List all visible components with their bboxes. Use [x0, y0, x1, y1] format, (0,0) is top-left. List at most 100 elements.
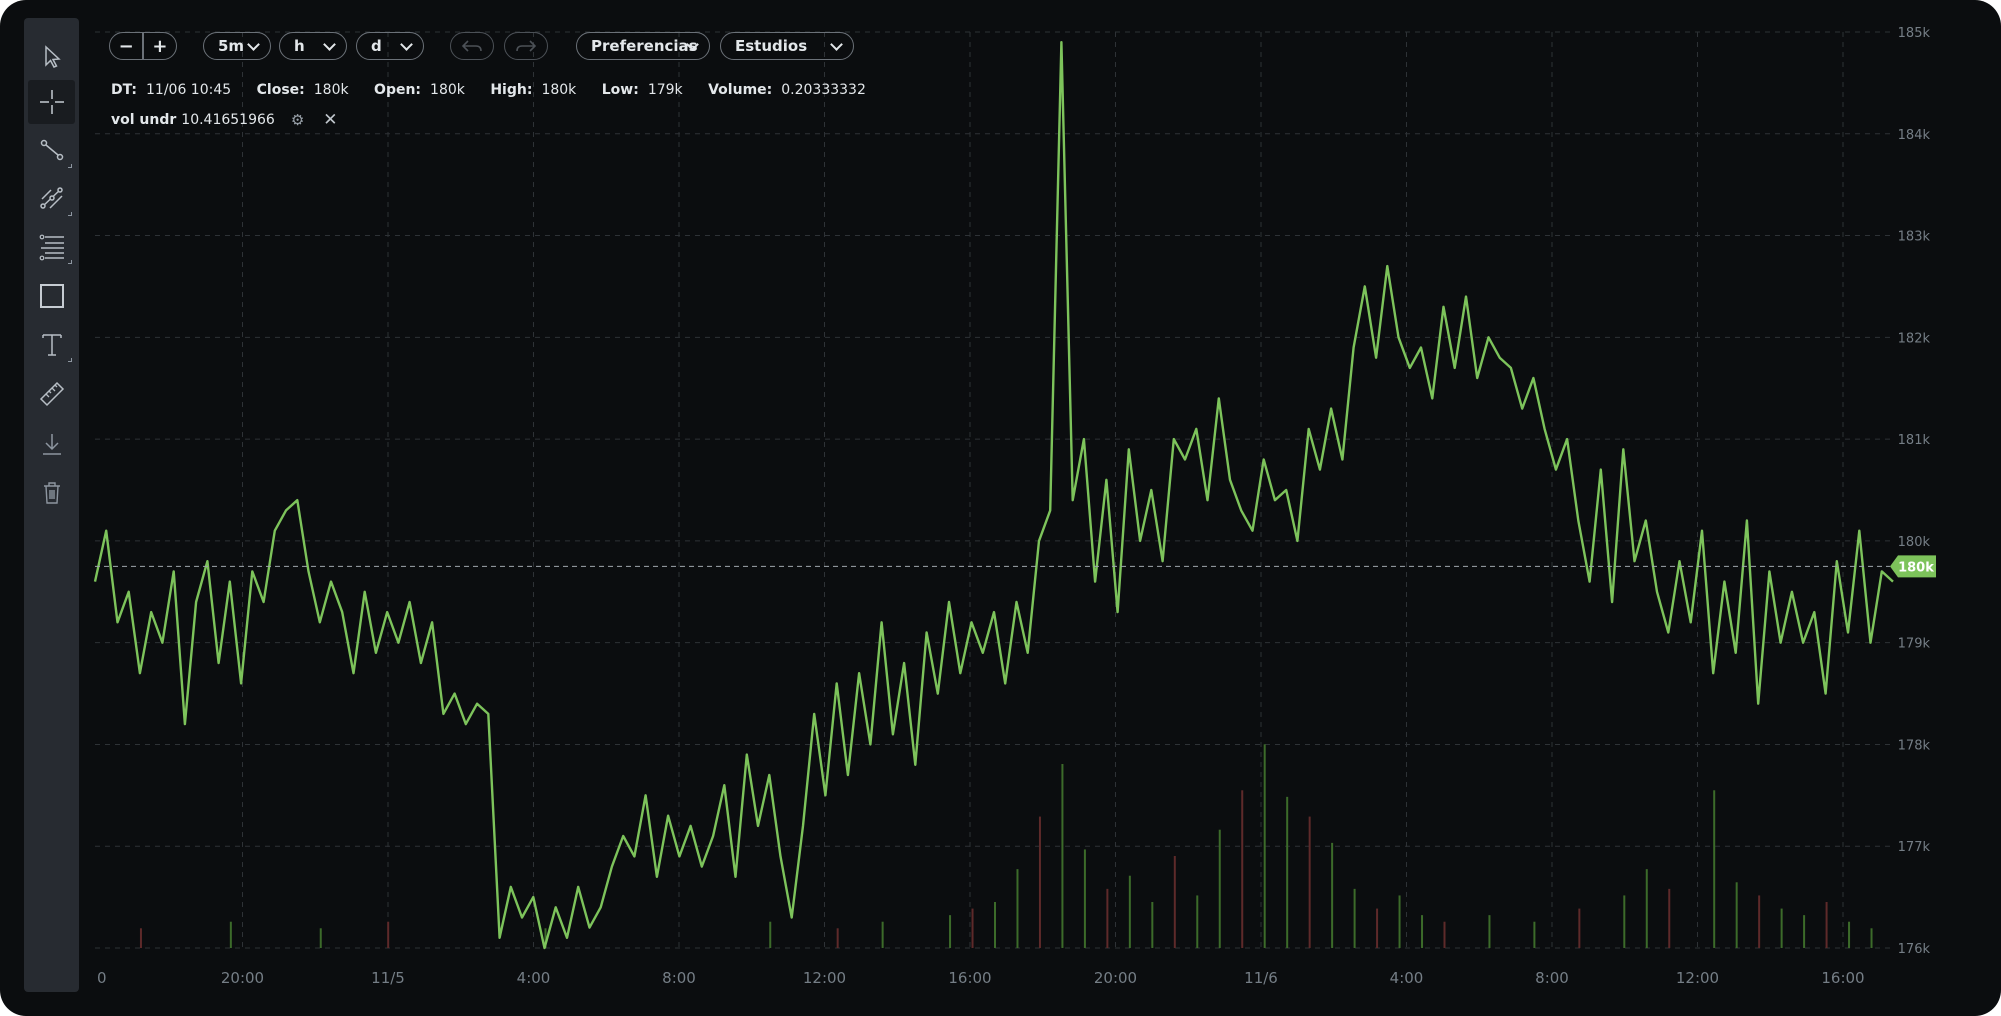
volume-bar — [1128, 875, 1131, 948]
delete-tool[interactable] — [28, 470, 75, 514]
text-tool[interactable] — [28, 322, 75, 366]
volume-bar — [229, 921, 232, 948]
zoom-in-button[interactable]: + — [152, 35, 168, 57]
close-icon[interactable]: ✕ — [323, 110, 338, 130]
zoom-out-button[interactable]: − — [118, 35, 134, 57]
volume-bar — [1488, 915, 1491, 948]
cursor-arrow-icon — [44, 45, 61, 68]
volume-bar — [1623, 895, 1626, 948]
volume-bar — [1151, 902, 1154, 948]
studies-dropdown[interactable]: Estudios — [720, 32, 854, 60]
text-icon — [41, 334, 62, 356]
volume-bar — [1016, 869, 1019, 948]
x-tick-label: 8:00 — [662, 969, 696, 987]
drawing-toolbar — [24, 18, 79, 992]
interval-dropdown[interactable]: 5m — [203, 32, 271, 60]
volume-bar — [1331, 842, 1334, 948]
fibonacci-levels-icon — [39, 234, 64, 261]
multi-line-icon — [39, 187, 63, 209]
last-price-marker: 180k — [95, 555, 1936, 578]
open-value: 180k — [430, 82, 465, 98]
x-tick-label: 8:00 — [1535, 969, 1569, 987]
volume-bar — [1758, 895, 1761, 948]
x-tick-label: 20:00 — [221, 969, 264, 987]
days-value: d — [371, 37, 382, 55]
volume-bar — [387, 921, 390, 948]
hours-dropdown[interactable]: h — [279, 32, 347, 60]
dt-label: DT: — [111, 82, 138, 98]
volume-bar — [971, 908, 974, 948]
x-tick-label: 4:00 — [1390, 969, 1424, 987]
close-value: 180k — [313, 82, 349, 98]
download-icon — [42, 434, 61, 455]
undo-button[interactable] — [450, 32, 494, 60]
chart-grid — [95, 31, 1893, 949]
y-tick-label: 181k — [1898, 433, 1931, 448]
price-line — [93, 41, 1894, 950]
preferences-dropdown[interactable]: Preferencias — [576, 32, 710, 60]
fibonacci-tool[interactable] — [28, 224, 75, 268]
chevron-down-icon — [323, 38, 336, 51]
download-tool[interactable] — [28, 422, 75, 466]
volume-bar — [1645, 869, 1648, 948]
trend-line-tool[interactable] — [28, 128, 75, 172]
volume-bar — [1241, 790, 1244, 948]
rectangle-icon — [39, 284, 64, 308]
trash-icon — [43, 482, 60, 504]
volume-bar — [881, 921, 884, 948]
x-tick-label: 20:00 — [1094, 969, 1137, 987]
x-tick-label: 16:00 — [948, 969, 991, 987]
volume-bar — [1083, 849, 1086, 948]
measure-tool[interactable] — [28, 372, 75, 416]
volume-bar — [1533, 921, 1536, 948]
high-value: 180k — [541, 82, 577, 98]
study-value: 10.41651966 — [181, 112, 275, 128]
crosshair-icon — [39, 90, 64, 114]
time-axis: 0 20:00 11/5 4:00 8:00 12:00 16:00 20:00 11/6 4:0… — [97, 969, 1865, 987]
y-tick-label: 185k — [1898, 26, 1931, 41]
y-tick-label: 184k — [1898, 128, 1931, 143]
price-axis: 185k 184k 183k 182k 181k 180k 179k 178k 177k 176k — [1898, 26, 1931, 957]
zoom-control: − + — [109, 32, 177, 60]
volume-bar — [1263, 744, 1266, 948]
ohlc-info-bar: DT: 11/06 10:45 Close: 180k Open: 180k High… — [111, 82, 887, 98]
x-tick-label: 0 — [97, 969, 107, 987]
days-dropdown[interactable]: d — [356, 32, 424, 60]
crosshair-tool[interactable] — [28, 80, 75, 124]
volume-bar — [836, 928, 839, 948]
studies-label: Estudios — [735, 37, 808, 55]
rectangle-tool[interactable] — [28, 274, 75, 318]
low-label: Low: — [601, 82, 639, 98]
volume-bar — [1443, 921, 1446, 948]
redo-icon — [516, 40, 537, 52]
last-price-badge — [1890, 555, 1936, 578]
y-tick-label: 179k — [1898, 637, 1931, 652]
volume-bar — [1825, 902, 1828, 948]
volume-bar — [1218, 829, 1221, 948]
study-legend: vol undr 10.41651966 ⚙ ✕ — [111, 110, 338, 130]
y-tick-label: 183k — [1898, 230, 1931, 245]
chevron-down-icon — [247, 38, 260, 51]
undo-icon — [461, 40, 482, 52]
redo-button[interactable] — [504, 32, 548, 60]
volume-bar — [1376, 908, 1379, 948]
close-label: Close: — [256, 82, 305, 98]
volume-bar — [1286, 796, 1289, 948]
x-tick-label: 16:00 — [1821, 969, 1864, 987]
zoom-divider — [142, 33, 144, 59]
volume-bar — [949, 915, 952, 948]
volume-bar — [1353, 888, 1356, 948]
y-tick-label: 182k — [1898, 331, 1931, 346]
volume-bar — [994, 902, 996, 948]
volume-bar — [769, 921, 772, 948]
dt-value: 11/06 10:45 — [146, 82, 232, 98]
pointer-tool[interactable] — [28, 34, 75, 78]
volume-bar — [1106, 888, 1109, 948]
study-name: vol undr — [111, 112, 177, 128]
gear-icon[interactable]: ⚙ — [290, 111, 305, 129]
multi-line-tool[interactable] — [28, 176, 75, 220]
volume-bar — [1803, 915, 1806, 948]
price-line-layer — [93, 41, 1894, 950]
